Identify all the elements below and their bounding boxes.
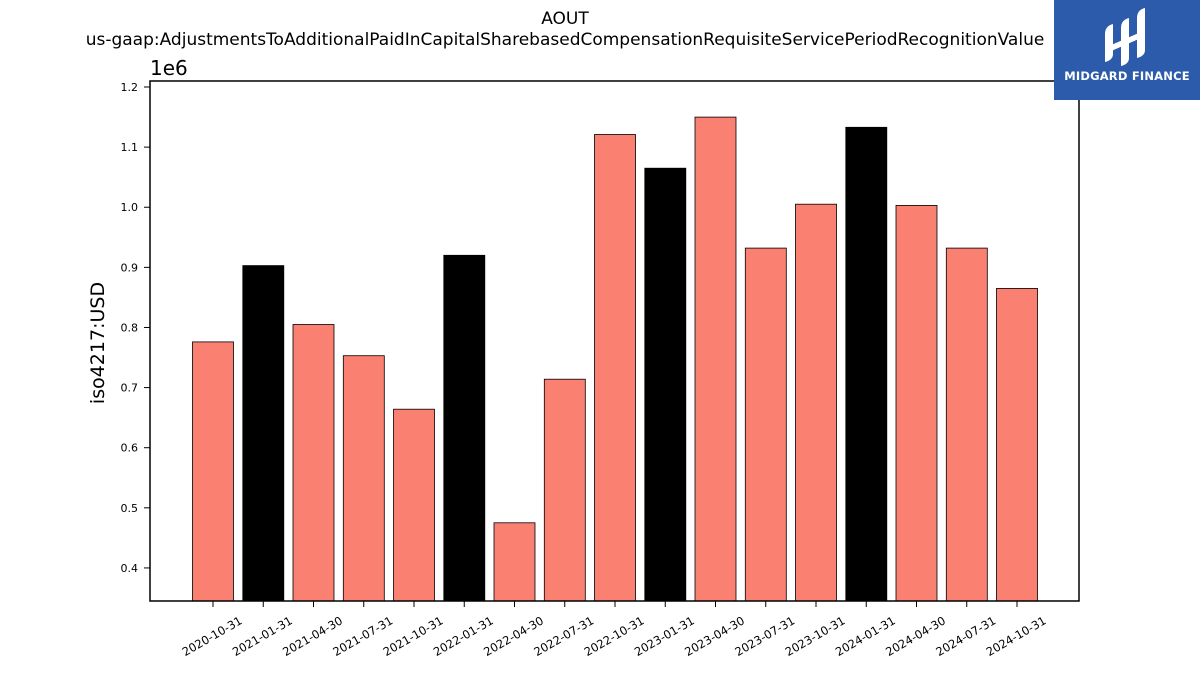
bar-2022-04-30 xyxy=(493,522,536,602)
axes-frame xyxy=(149,80,1080,602)
midgard-logo-icon xyxy=(1105,8,1145,66)
bar-2022-10-31 xyxy=(594,134,636,602)
y-tick-label: 1.2 xyxy=(121,81,139,94)
bar-2024-01-31 xyxy=(845,126,888,602)
y-axis: 0.4 0.5 0.6 0.7 0.8 0.9 1.0 1.1 1.2 xyxy=(121,81,150,575)
y-tick-label: 0.4 xyxy=(121,562,139,575)
bar-2020-10-31 xyxy=(192,341,234,602)
y-tick-label: 0.6 xyxy=(121,442,139,455)
x-axis: 2020-10-312021-01-312021-04-302021-07-31… xyxy=(180,601,1049,659)
bar-2021-07-31 xyxy=(342,355,385,602)
midgard-finance-logo: MIDGARD FINANCE xyxy=(1054,0,1200,100)
chart-title: AOUT xyxy=(541,9,589,29)
y-axis-multiplier: 1e6 xyxy=(150,56,188,80)
y-tick-label: 0.8 xyxy=(121,321,139,334)
bar-2024-07-31 xyxy=(945,247,988,602)
bar-2021-01-31 xyxy=(242,265,285,602)
bar-2021-04-30 xyxy=(292,324,335,602)
bar-2024-10-31 xyxy=(996,287,1038,602)
bar-2021-10-31 xyxy=(393,408,435,602)
bar-2023-01-31 xyxy=(644,167,687,602)
bar-2023-07-31 xyxy=(744,247,787,602)
bar-2022-01-31 xyxy=(443,254,486,602)
y-tick-label: 1.1 xyxy=(121,141,139,154)
bar-2023-10-31 xyxy=(795,203,837,602)
y-tick-label: 0.7 xyxy=(121,382,139,395)
bar-2023-04-30 xyxy=(694,116,737,602)
y-axis-label: iso4217:USD xyxy=(87,281,109,405)
y-tick-label: 1.0 xyxy=(121,201,139,214)
y-tick-label: 0.9 xyxy=(121,261,139,274)
y-tick-label: 0.5 xyxy=(121,502,139,515)
bars-group xyxy=(192,116,1038,602)
chart-subtitle: us-gaap:AdjustmentsToAdditionalPaidInCap… xyxy=(85,30,1045,50)
bar-2024-04-30 xyxy=(895,204,938,602)
bar-2022-07-31 xyxy=(543,378,586,602)
logo-text: MIDGARD FINANCE xyxy=(1064,69,1190,83)
